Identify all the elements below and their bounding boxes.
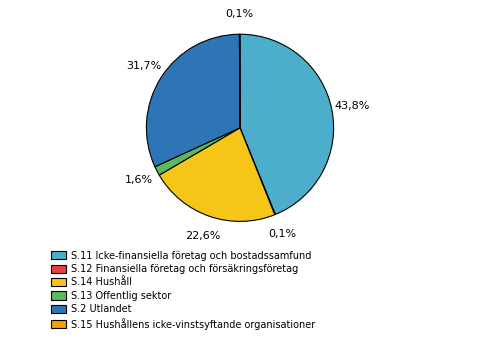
- Text: 31,7%: 31,7%: [126, 62, 161, 71]
- Text: 0,1%: 0,1%: [269, 229, 297, 239]
- Wedge shape: [240, 128, 276, 215]
- Text: 0,1%: 0,1%: [226, 9, 254, 19]
- Wedge shape: [240, 34, 334, 215]
- Legend: S.11 Icke-finansiella företag och bostadssamfund, S.12 Finansiella företag och f: S.11 Icke-finansiella företag och bostad…: [50, 250, 316, 330]
- Wedge shape: [146, 34, 240, 167]
- Text: 43,8%: 43,8%: [335, 101, 370, 111]
- Wedge shape: [159, 128, 275, 221]
- Text: 22,6%: 22,6%: [185, 231, 221, 241]
- Text: 1,6%: 1,6%: [125, 175, 153, 185]
- Wedge shape: [155, 128, 240, 175]
